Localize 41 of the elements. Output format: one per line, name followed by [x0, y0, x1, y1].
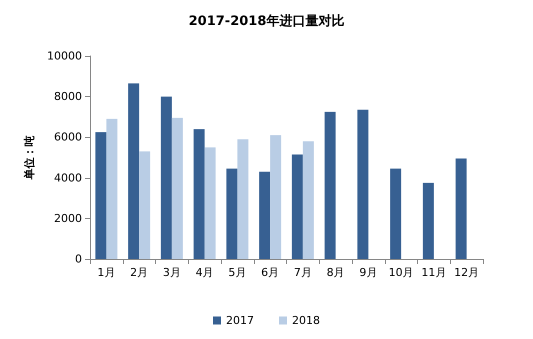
- y-tick-label: 8000: [54, 90, 82, 104]
- bar: [270, 135, 282, 259]
- legend-label: 2018: [292, 314, 320, 327]
- y-tick-label: 6000: [54, 130, 82, 144]
- bar: [204, 147, 216, 259]
- bar: [259, 172, 270, 259]
- x-tick-label: 5月: [228, 266, 246, 279]
- bar: [357, 110, 368, 259]
- x-tick-label: 8月: [326, 266, 345, 279]
- bar: [139, 151, 150, 259]
- y-tick-label: 2000: [54, 212, 82, 225]
- x-tick-label: 10月: [388, 266, 414, 279]
- y-tick-label: 10000: [47, 50, 82, 62]
- bar: [292, 154, 303, 259]
- bar: [226, 168, 238, 259]
- bar: [194, 129, 205, 259]
- bar: [106, 118, 118, 259]
- x-tick-label: 4月: [196, 266, 214, 279]
- bar: [422, 182, 434, 259]
- y-tick-label: 0: [75, 252, 82, 266]
- x-tick-label: 3月: [162, 266, 181, 279]
- x-tick-label: 1月: [97, 266, 116, 279]
- bar: [128, 83, 140, 259]
- bar: [160, 96, 172, 259]
- x-tick-label: 12月: [454, 266, 480, 279]
- bar: [172, 118, 183, 259]
- chart-title: 2017-2018年进口量对比: [188, 14, 344, 29]
- bar: [302, 141, 314, 259]
- x-tick-label: 11月: [421, 266, 446, 279]
- x-tick-label: 2月: [130, 266, 148, 279]
- bar: [456, 158, 467, 259]
- y-tick-label: 4000: [54, 171, 82, 184]
- x-tick-label: 7月: [294, 266, 312, 279]
- bar: [324, 112, 336, 259]
- x-tick-label: 6月: [261, 266, 280, 279]
- legend-label: 2017: [226, 314, 254, 327]
- bar: [237, 139, 248, 259]
- bar: [390, 168, 402, 259]
- x-tick-label: 9月: [359, 266, 378, 279]
- bar: [95, 132, 106, 259]
- y-axis-title: 单位：吨: [23, 136, 36, 180]
